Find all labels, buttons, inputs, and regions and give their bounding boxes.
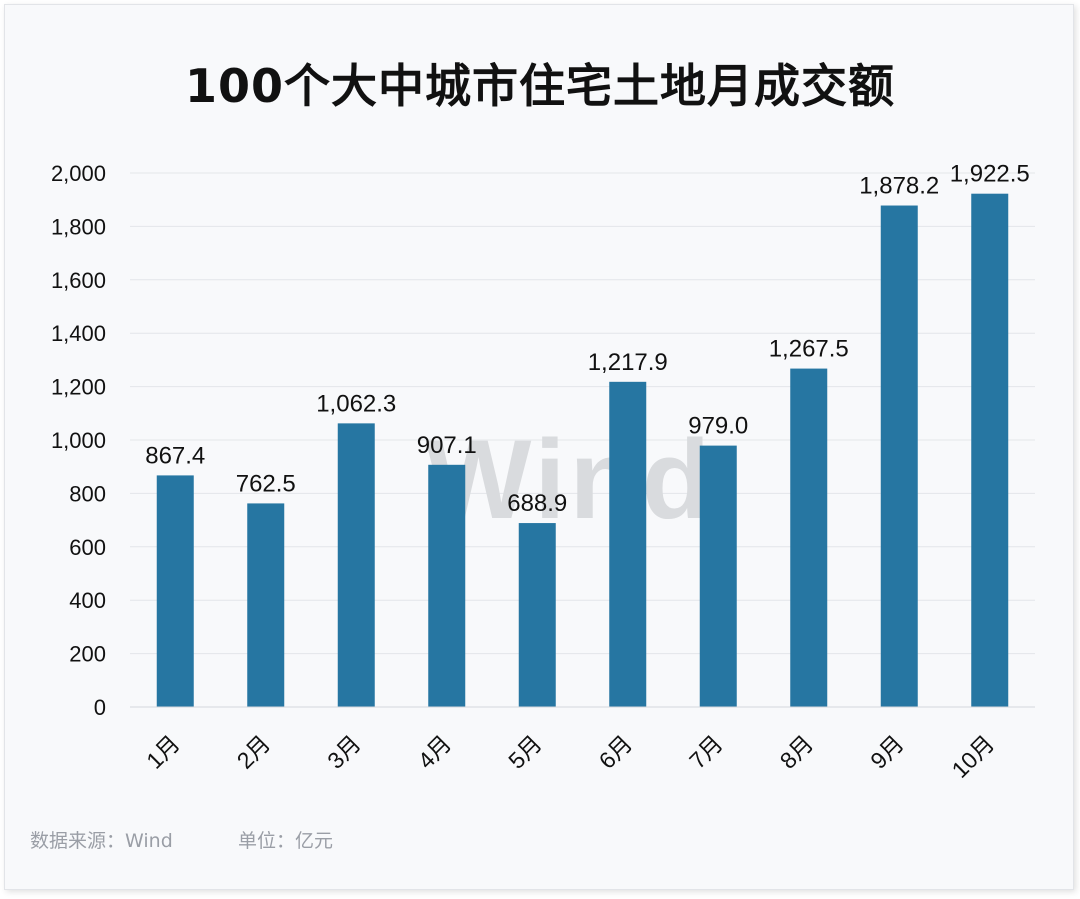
data-label: 979.0 xyxy=(688,413,748,440)
data-label: 1,267.5 xyxy=(769,336,849,363)
bar xyxy=(156,475,194,707)
watermark-logo: Wind xyxy=(426,417,715,542)
data-labels: 867.4 762.5 1,062.3 907.1 688.9 1,217.9 979.0 1… xyxy=(145,161,1030,517)
y-tick-label: 0 xyxy=(94,695,106,720)
data-label: 1,217.9 xyxy=(588,349,668,376)
unit-note: 单位：亿元 xyxy=(238,830,334,852)
y-axis-ticks: 0 200 400 600 800 1,000 1,200 1,400 1,600 1,800 2,… xyxy=(51,161,106,720)
x-tick-label: 6月 xyxy=(594,730,638,774)
bar xyxy=(247,503,285,707)
data-label: 1,062.3 xyxy=(316,390,396,417)
bar xyxy=(609,381,647,707)
x-tick-label: 1月 xyxy=(141,730,185,774)
bar xyxy=(790,368,828,707)
data-label: 688.9 xyxy=(507,490,567,517)
y-tick-label: 200 xyxy=(69,642,106,667)
data-label: 1,922.5 xyxy=(950,161,1030,188)
bar xyxy=(518,523,556,707)
bars xyxy=(156,193,1009,707)
bar xyxy=(971,193,1009,707)
data-source-note: 数据来源：Wind xyxy=(30,830,173,852)
y-tick-label: 1,400 xyxy=(51,321,106,346)
x-tick-label: 10月 xyxy=(947,730,1000,783)
chart-title: 100个大中城市住宅土地月成交额 xyxy=(184,59,896,113)
bar xyxy=(880,205,918,707)
y-tick-label: 1,800 xyxy=(51,214,106,239)
y-tick-label: 2,000 xyxy=(51,161,106,186)
data-label: 1,878.2 xyxy=(859,173,939,200)
data-label: 762.5 xyxy=(236,470,296,497)
x-tick-label: 2月 xyxy=(232,730,276,774)
y-tick-label: 1,000 xyxy=(51,428,106,453)
x-tick-label: 4月 xyxy=(413,730,457,774)
y-tick-label: 1,200 xyxy=(51,375,106,400)
bar xyxy=(699,445,737,707)
x-tick-label: 3月 xyxy=(322,730,366,774)
y-tick-label: 800 xyxy=(69,481,106,506)
data-label: 867.4 xyxy=(145,442,205,469)
y-tick-label: 400 xyxy=(69,588,106,613)
x-axis-ticks: 1月 2月 3月 4月 5月 6月 7月 8月 9月 10月 xyxy=(141,730,999,783)
bar xyxy=(428,464,466,707)
y-tick-label: 1,600 xyxy=(51,268,106,293)
bar xyxy=(337,423,375,707)
y-tick-label: 600 xyxy=(69,535,106,560)
data-label: 907.1 xyxy=(417,432,477,459)
x-tick-label: 9月 xyxy=(865,730,909,774)
x-tick-label: 5月 xyxy=(503,730,547,774)
x-tick-label: 8月 xyxy=(775,730,819,774)
x-tick-label: 7月 xyxy=(684,730,728,774)
